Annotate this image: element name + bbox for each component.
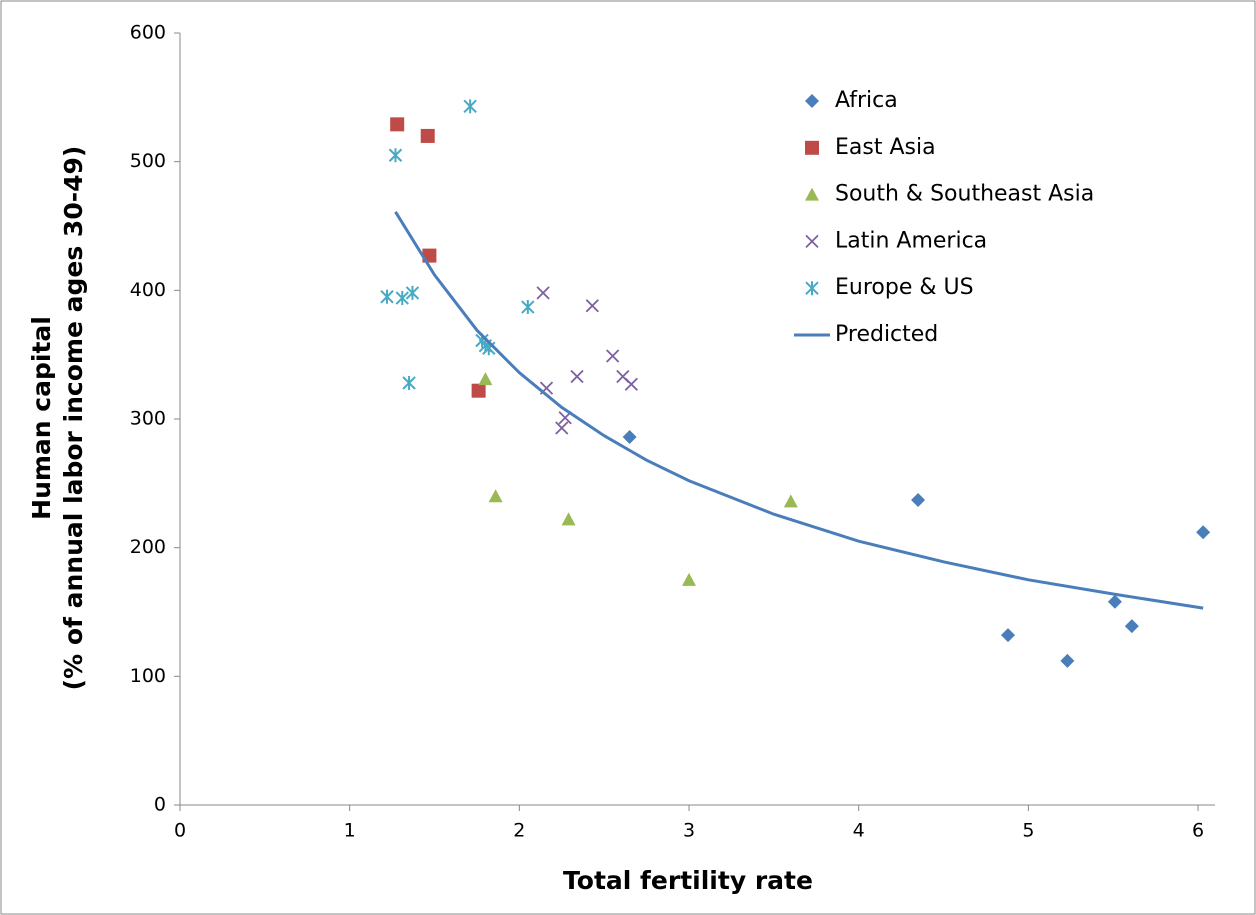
predicted-line	[394, 211, 1204, 610]
point	[682, 572, 697, 586]
legend-label: Africa	[835, 88, 898, 113]
point	[463, 99, 477, 114]
point	[911, 493, 926, 508]
legend-swatch	[805, 187, 819, 201]
y-tick-label: 0	[154, 794, 166, 816]
y-tick-label: 600	[130, 22, 166, 44]
y-tick-label: 100	[130, 665, 166, 687]
y-axis-title: (% of annual labor income ages 30-49)	[59, 146, 88, 691]
point	[380, 289, 394, 304]
point	[405, 285, 420, 300]
legend-swatch	[805, 234, 819, 249]
legend-label: Predicted	[835, 322, 938, 347]
x-tick-label: 4	[853, 820, 865, 842]
x-tick-label: 2	[513, 820, 525, 842]
y-tick-label: 300	[130, 408, 166, 430]
point	[555, 421, 569, 435]
legend-swatch	[805, 94, 819, 108]
legend-label: South & Southeast Asia	[835, 182, 1094, 207]
point	[402, 375, 416, 390]
point	[1001, 628, 1015, 643]
y-axis-title: Human capital	[27, 316, 56, 520]
point	[388, 148, 403, 163]
point	[570, 369, 584, 384]
legend-swatch	[805, 281, 819, 296]
x-tick-label: 5	[1022, 820, 1034, 842]
point	[561, 512, 576, 526]
point	[622, 430, 637, 445]
point	[521, 300, 535, 315]
point	[1107, 594, 1122, 609]
point	[471, 383, 486, 398]
point	[1060, 653, 1075, 668]
point	[585, 299, 599, 313]
point	[606, 349, 620, 363]
point	[488, 489, 503, 503]
x-axis-title: Total fertility rate	[563, 866, 813, 895]
point	[536, 286, 550, 300]
point	[395, 291, 409, 306]
legend-label: Europe & US	[835, 275, 974, 300]
point	[1124, 619, 1139, 634]
point	[624, 377, 638, 391]
x-tick-label: 3	[683, 820, 695, 842]
x-tick-label: 1	[344, 820, 356, 842]
point	[1196, 525, 1211, 540]
point	[478, 372, 493, 386]
y-tick-label: 500	[130, 150, 166, 172]
point	[390, 117, 405, 132]
legend-swatch	[805, 140, 819, 155]
x-tick-label: 6	[1192, 820, 1204, 842]
x-tick-label: 0	[174, 820, 186, 842]
y-tick-label: 200	[130, 536, 166, 558]
legend-label: East Asia	[835, 135, 936, 160]
legend-label: Latin America	[835, 228, 987, 253]
y-tick-label: 400	[130, 279, 166, 301]
point	[420, 128, 435, 143]
point	[783, 494, 798, 508]
